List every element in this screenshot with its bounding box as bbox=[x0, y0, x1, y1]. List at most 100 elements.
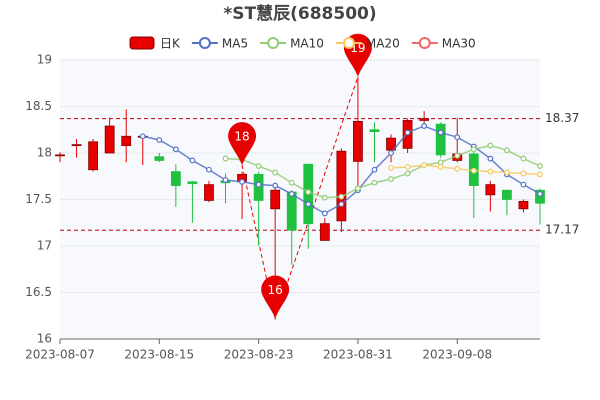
ma-point bbox=[437, 159, 444, 166]
ma-point bbox=[355, 185, 361, 192]
ma-point bbox=[338, 193, 345, 200]
legend-label: 日K bbox=[160, 37, 181, 51]
candle-body bbox=[518, 200, 529, 210]
ma-point bbox=[222, 155, 229, 162]
candle-body bbox=[270, 189, 281, 210]
y-tick-label: 18 bbox=[37, 146, 52, 160]
legend-swatch bbox=[129, 36, 155, 50]
ma-point bbox=[288, 191, 295, 197]
ma-point bbox=[537, 191, 543, 197]
ma-point bbox=[172, 146, 179, 153]
ma-point bbox=[470, 167, 477, 174]
ma-point bbox=[537, 171, 543, 178]
ma-point bbox=[454, 152, 461, 159]
ma-point bbox=[305, 201, 312, 208]
reference-label: 18.37 bbox=[545, 111, 579, 125]
ma-point bbox=[421, 123, 428, 129]
ma-point bbox=[487, 142, 494, 149]
pin-marker bbox=[261, 275, 290, 319]
ma-point bbox=[388, 150, 394, 156]
y-tick-label: 17.5 bbox=[25, 192, 52, 206]
ma-point bbox=[222, 177, 229, 183]
x-tick-label: 2023-08-15 bbox=[124, 348, 194, 362]
chart-title: *ST慧辰(688500) bbox=[223, 3, 376, 24]
candle-body bbox=[104, 125, 115, 154]
candle-body bbox=[286, 191, 297, 231]
candle-body bbox=[187, 181, 198, 185]
ma-point bbox=[255, 163, 262, 169]
ma-point bbox=[487, 155, 494, 162]
x-tick-label: 2023-08-31 bbox=[323, 348, 393, 362]
candle-body bbox=[485, 184, 496, 196]
legend-item: MA10 bbox=[260, 37, 324, 51]
candle-body bbox=[204, 184, 214, 201]
ma-point bbox=[305, 189, 312, 195]
candle-body bbox=[369, 129, 380, 133]
ma-point bbox=[404, 164, 411, 170]
ma-point bbox=[156, 137, 163, 143]
ma-point bbox=[388, 164, 394, 171]
reference-label: 17.17 bbox=[545, 223, 579, 237]
legend-label: MA10 bbox=[290, 37, 324, 51]
ma-point bbox=[272, 169, 279, 176]
ma-point bbox=[454, 165, 461, 172]
ma-point bbox=[454, 134, 461, 141]
ma-point bbox=[487, 168, 494, 175]
candle-body bbox=[55, 154, 65, 157]
candle-body bbox=[501, 189, 512, 200]
legend-item: MA20 bbox=[335, 37, 400, 51]
ma-line bbox=[390, 164, 541, 176]
ma-point bbox=[503, 169, 510, 176]
ma-point bbox=[437, 129, 444, 136]
candle-body bbox=[419, 118, 430, 121]
pin-label: 18 bbox=[234, 130, 249, 144]
candle-body bbox=[336, 150, 347, 222]
legend-label: MA5 bbox=[222, 37, 248, 51]
x-tick-label: 2023-08-23 bbox=[224, 348, 294, 362]
ma-point bbox=[520, 181, 527, 188]
ma-point bbox=[371, 166, 378, 173]
ma-point bbox=[421, 162, 428, 168]
y-tick-label: 18.5 bbox=[25, 99, 52, 113]
pin-label: 16 bbox=[268, 283, 283, 297]
ma-point bbox=[404, 170, 411, 177]
ma-point bbox=[321, 194, 328, 201]
ma-point bbox=[503, 147, 510, 154]
ma-point bbox=[189, 157, 196, 164]
legend: 日K MA5 MA10 MA20 MA30 bbox=[129, 36, 476, 51]
legend-swatch bbox=[342, 37, 355, 49]
legend-swatch bbox=[198, 37, 211, 49]
y-tick-label: 17 bbox=[37, 239, 52, 253]
ma-point bbox=[404, 129, 411, 136]
y-tick-label: 16.5 bbox=[25, 285, 52, 299]
legend-label: MA30 bbox=[442, 37, 476, 51]
ma-point bbox=[272, 182, 279, 189]
candle-body bbox=[71, 144, 82, 147]
candle-body bbox=[353, 120, 363, 162]
candle-body bbox=[170, 171, 181, 186]
legend-label: MA20 bbox=[366, 37, 400, 51]
ma-point bbox=[520, 170, 527, 177]
ma-point bbox=[371, 179, 378, 186]
ma-point bbox=[239, 178, 245, 185]
x-tick-label: 2023-09-08 bbox=[422, 348, 492, 362]
ma-point bbox=[139, 133, 146, 140]
legend-item: MA5 bbox=[191, 37, 248, 51]
candle-body bbox=[319, 223, 330, 241]
candle-body bbox=[121, 135, 132, 146]
legend-item: 日K bbox=[129, 36, 181, 51]
ma-point bbox=[537, 163, 543, 169]
legend-swatch bbox=[267, 37, 280, 49]
y-tick-label: 16 bbox=[37, 332, 52, 346]
ma-point bbox=[321, 210, 328, 217]
ma-point bbox=[255, 181, 262, 188]
pin-marker bbox=[228, 122, 257, 166]
ma-point bbox=[338, 201, 345, 208]
ma-point bbox=[470, 146, 477, 153]
ma-point bbox=[288, 179, 295, 186]
ma-point bbox=[388, 176, 394, 182]
candle-body bbox=[435, 123, 446, 156]
ma-point bbox=[206, 166, 212, 173]
ma-point bbox=[520, 155, 527, 162]
